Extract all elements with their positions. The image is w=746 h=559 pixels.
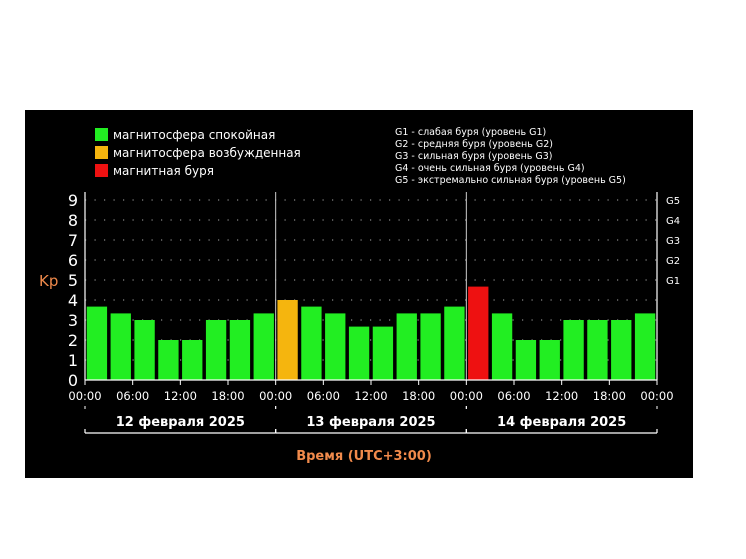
x-tick-label: 18:00 bbox=[211, 389, 244, 403]
day-label: 14 февраля 2025 bbox=[497, 415, 626, 430]
kp-bar bbox=[444, 306, 465, 380]
kp-bar bbox=[587, 320, 608, 380]
x-tick-label: 06:00 bbox=[497, 389, 530, 403]
kp-bar bbox=[205, 320, 227, 380]
y-tick-label: 1 bbox=[68, 351, 78, 370]
kp-bar bbox=[491, 313, 513, 380]
g-tick-label: G2 bbox=[666, 256, 680, 267]
grid bbox=[85, 192, 657, 380]
kp-bar bbox=[229, 320, 251, 380]
kp-bar bbox=[539, 340, 560, 380]
kp-bar bbox=[86, 306, 108, 380]
kp-bar bbox=[468, 286, 489, 380]
y-axis-label: Kp bbox=[39, 272, 58, 290]
g-legend-item: G2 - средняя буря (уровень G2) bbox=[395, 139, 553, 150]
g-legend-item: G4 - очень сильная буря (уровень G4) bbox=[395, 163, 585, 174]
g-level-legend: G1 - слабая буря (уровень G1)G2 - средня… bbox=[395, 127, 626, 186]
x-tick-label: 00:00 bbox=[68, 389, 101, 403]
g-tick-label: G1 bbox=[666, 276, 680, 287]
x-tick-labels: 00:00 06:00 12:00 18:00 00:00 06:00 12:00 18:00… bbox=[68, 380, 674, 403]
day-bracket-tick bbox=[465, 406, 658, 409]
x-tick-label: 06:00 bbox=[116, 389, 149, 403]
kp-bar bbox=[110, 313, 131, 380]
x-tick-label: 18:00 bbox=[402, 389, 435, 403]
day-labels: 12 февраля 2025 13 февраля 2025 14 февраля… bbox=[84, 406, 658, 434]
y-tick-label: 6 bbox=[68, 251, 78, 270]
legend: магнитосфера спокойная магнитосфера возбу… bbox=[95, 128, 301, 178]
legend-swatch-storm bbox=[95, 164, 108, 177]
y-tick-label: 3 bbox=[68, 311, 78, 330]
y-tick-label: 4 bbox=[68, 291, 78, 310]
g-tick-label: G3 bbox=[666, 236, 680, 247]
x-tick-label: 00:00 bbox=[640, 389, 673, 403]
legend-swatch-quiet bbox=[95, 128, 108, 141]
g-tick-label: G4 bbox=[666, 216, 680, 227]
kp-bar bbox=[182, 340, 203, 380]
chart-panel: магнитосфера спокойная магнитосфера возбу… bbox=[25, 110, 693, 478]
kp-bar bbox=[348, 326, 370, 380]
y-tick-label: 8 bbox=[68, 211, 78, 230]
day-label: 13 февраля 2025 bbox=[306, 415, 435, 430]
day-bracket-tick bbox=[84, 406, 277, 409]
y-tick-label: 9 bbox=[68, 191, 78, 210]
kp-bar bbox=[563, 320, 584, 380]
x-tick-label: 18:00 bbox=[593, 389, 626, 403]
kp-bar bbox=[420, 313, 441, 380]
day-label: 12 февраля 2025 bbox=[116, 415, 245, 430]
kp-bar bbox=[396, 313, 417, 380]
x-tick-label: 12:00 bbox=[354, 389, 387, 403]
x-tick-label: 00:00 bbox=[259, 389, 292, 403]
kp-index-chart: магнитосфера спокойная магнитосфера возбу… bbox=[39, 127, 680, 464]
g-legend-item: G3 - сильная буря (уровень G3) bbox=[395, 151, 553, 162]
x-tick-label: 12:00 bbox=[545, 389, 578, 403]
g-tick-label: G5 bbox=[666, 196, 680, 207]
kp-bar bbox=[134, 320, 155, 380]
x-tick-label: 06:00 bbox=[307, 389, 340, 403]
y-tick-label: 7 bbox=[68, 231, 78, 250]
y-tick-label: 5 bbox=[68, 271, 78, 290]
kp-bar bbox=[158, 340, 179, 380]
y-tick-label: 0 bbox=[68, 371, 78, 390]
g-legend-item: G5 - экстремально сильная буря (уровень … bbox=[395, 175, 626, 186]
day-bracket-end bbox=[465, 429, 658, 433]
x-tick-label: 12:00 bbox=[164, 389, 197, 403]
g-tick-labels: G1 G2 G3 G4 G5 bbox=[666, 196, 680, 287]
x-axis-label: Время (UTC+3:00) bbox=[296, 449, 432, 464]
kp-bar bbox=[515, 340, 537, 380]
kp-bar bbox=[611, 320, 632, 380]
kp-bar bbox=[301, 306, 322, 380]
kp-bar bbox=[325, 313, 346, 380]
kp-bar bbox=[253, 313, 274, 380]
g-legend-item: G1 - слабая буря (уровень G1) bbox=[395, 127, 546, 138]
y-tick-label: 2 bbox=[68, 331, 78, 350]
legend-label-active: магнитосфера возбужденная bbox=[113, 146, 301, 160]
legend-label-storm: магнитная буря bbox=[113, 164, 214, 178]
day-bracket-tick bbox=[275, 406, 467, 409]
kp-bar bbox=[372, 326, 394, 380]
legend-swatch-active bbox=[95, 146, 108, 159]
x-tick-label: 00:00 bbox=[450, 389, 483, 403]
bars bbox=[86, 286, 656, 380]
legend-label-quiet: магнитосфера спокойная bbox=[113, 128, 275, 142]
kp-bar bbox=[277, 300, 298, 380]
kp-bar bbox=[634, 313, 656, 380]
